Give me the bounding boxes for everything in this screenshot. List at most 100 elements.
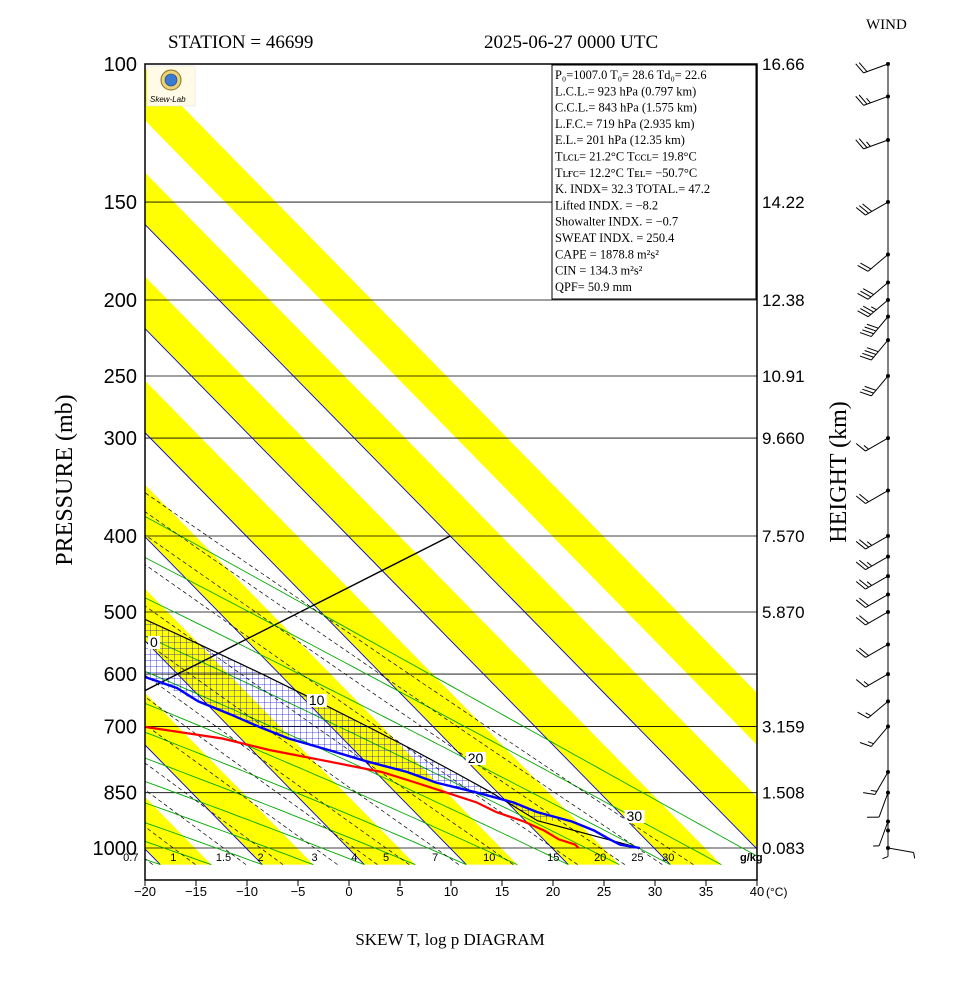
- wind-barb-half-feather: [866, 561, 873, 567]
- isotherm-line: [0, 64, 58, 865]
- info-line: E.L.= 201 hPa (12.35 km): [555, 133, 685, 147]
- isotherm-label-bg: [624, 810, 645, 823]
- wind-barb-feather: [860, 308, 872, 315]
- moist-adiabat-line: [145, 556, 722, 865]
- wind-barb-feather: [859, 205, 869, 214]
- wind-barb-half-feather: [867, 741, 874, 745]
- pressure-tick-label: 1000: [93, 838, 138, 860]
- wind-barb-shaft: [865, 644, 889, 658]
- info-line: L.F.C.= 719 hPa (2.935 km): [555, 117, 695, 131]
- wind-barb-feather: [859, 493, 869, 503]
- isobar-lines: [145, 63, 757, 849]
- height-tick-label: 0.083: [762, 839, 805, 858]
- height-tick-label: 12.38: [762, 291, 805, 310]
- stripe-band: [145, 68, 757, 745]
- mixing-ratio-unit: g/kg: [740, 852, 763, 864]
- wind-barb-feather: [859, 742, 872, 747]
- wind-barb-shaft: [865, 611, 889, 626]
- wind-barb-feather: [864, 326, 877, 332]
- wind-barb-shaft: [887, 847, 914, 854]
- isotherm-label-bg: [306, 694, 327, 707]
- wind-barb-feather: [858, 94, 868, 105]
- wind-barb-feather: [858, 138, 868, 148]
- mixing-ratio-line: [145, 511, 663, 865]
- wind-barb-feather: [855, 581, 866, 590]
- wind-barb-shaft: [878, 792, 889, 818]
- stripe-band: [145, 276, 722, 865]
- height-tick-label: 14.22: [762, 193, 805, 212]
- wind-barb-feather: [864, 385, 877, 391]
- isotherm-line: [145, 432, 569, 865]
- x-tick-label: 40: [750, 884, 764, 899]
- wind-barb-shaft: [865, 594, 889, 608]
- wind-barb-half-feather: [866, 581, 873, 586]
- wind-barb-shaft: [867, 299, 889, 318]
- moist-adiabat-line: [145, 702, 518, 866]
- info-line: CIN = 134.3 m²s²: [555, 264, 643, 278]
- wind-barb-feather: [855, 541, 866, 550]
- wind-barb-shaft: [863, 139, 889, 150]
- height-tick-label: 10.91: [762, 367, 805, 386]
- station-title: STATION = 46699: [168, 32, 313, 53]
- wind-barb-feather: [860, 262, 872, 270]
- pressure-tick-label: 500: [104, 602, 137, 624]
- wind-barb-shaft: [863, 63, 889, 74]
- moist-adiabat-line: [145, 757, 416, 866]
- isotherm-line: [145, 640, 365, 865]
- datetime-title: 2025-06-27 0000 UTC: [484, 32, 658, 53]
- cape-area: [145, 619, 570, 821]
- height-tick-label: 3.159: [762, 718, 805, 737]
- wind-barb-half-feather: [865, 712, 872, 717]
- height-tick-label: 9.660: [762, 429, 805, 448]
- x-tick-label: −15: [185, 884, 207, 899]
- info-line: L.C.L.= 923 hPa (0.797 km): [555, 84, 696, 98]
- x-axis-unit: (°C): [766, 885, 787, 899]
- pressure-tick-label: 600: [104, 664, 137, 686]
- mixing-ratio-label: 5: [383, 852, 389, 864]
- height-ticks: 16.66 14.22 12.38 10.91 9.660 7.570 5.870 3.159…: [762, 55, 805, 858]
- info-line: C.C.L.= 843 hPa (1.575 km): [555, 101, 697, 115]
- info-line: P₀=1007.0 T₀= 28.6 Td₀= 22.6: [555, 68, 707, 82]
- moist-adiabat-line: [145, 597, 671, 866]
- mixing-ratio-line: [145, 724, 338, 865]
- logo: Skew-Lab: [146, 65, 196, 107]
- wind-barb-shaft: [865, 535, 889, 550]
- wind-barb-feather: [855, 649, 866, 658]
- wind-barb-shaft: [865, 437, 889, 452]
- wind-barb-half-feather: [870, 306, 877, 311]
- height-tick-label: 7.570: [762, 527, 805, 546]
- mixing-ratio-label: 15: [547, 852, 559, 864]
- wind-barb-feather: [866, 323, 879, 329]
- dry-adiabat-line: [0, 727, 25, 865]
- x-tick-label: 35: [699, 884, 713, 899]
- wind-barb-feather: [860, 290, 872, 298]
- pressure-tick-label: 150: [104, 192, 137, 214]
- wind-barb-shaft: [878, 821, 889, 847]
- wind-barb-half-feather: [866, 541, 873, 546]
- wind-barb-half-feather: [870, 789, 877, 792]
- moist-adiabat-line: [145, 780, 365, 866]
- isotherm-line: [145, 223, 757, 850]
- moist-adiabat-line: [145, 731, 467, 866]
- wind-barb-feather: [855, 599, 866, 608]
- isotherm-label: 30: [627, 808, 643, 824]
- stripe-band: [145, 172, 757, 849]
- pressure-tick-label: 400: [104, 526, 137, 548]
- wind-barb-feather: [855, 495, 866, 504]
- moist-adiabat-lines: [145, 515, 757, 866]
- pressure-tick-label: 200: [104, 290, 137, 312]
- wind-barb-feather: [859, 647, 869, 657]
- wind-barb-shaft: [865, 673, 889, 688]
- x-tick-label: 5: [396, 884, 403, 899]
- mixing-ratio-label: 0.7: [123, 852, 138, 864]
- wind-barb-feather: [866, 347, 879, 353]
- wind-barb-half-feather: [866, 141, 871, 147]
- mixing-ratio-label: 20: [594, 852, 606, 864]
- height-tick-label: 1.508: [762, 784, 805, 803]
- wind-barb-shaft: [865, 490, 889, 504]
- x-tick-label: 10: [444, 884, 458, 899]
- wind-barb-half-feather: [863, 681, 869, 686]
- wind-barb-feather: [857, 711, 869, 719]
- mixing-ratio-label: 3: [311, 852, 317, 864]
